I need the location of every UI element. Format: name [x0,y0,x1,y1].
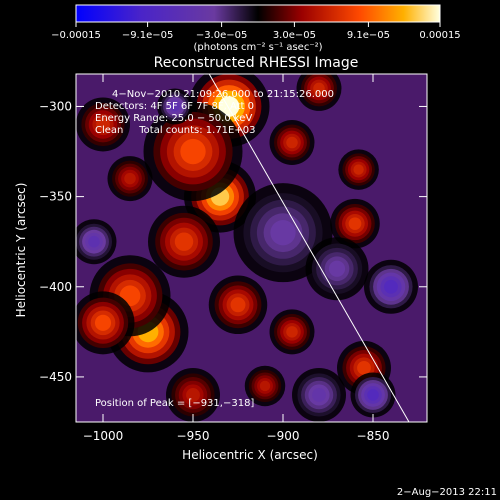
x-tick-label: −900 [267,429,300,443]
colorbar-tick-label: 0.00015 [419,30,460,41]
heatmap-blob [166,367,220,422]
y-tick-label: −350 [39,190,72,204]
annotation-box: 4−Nov−2010 21:09:26.000 to 21:15:26.000 … [95,89,334,409]
y-tick-label: −400 [39,280,72,294]
annotation-peak: Position of Peak = [−931,−318] [95,398,254,409]
colorbar-tick-label: −3.0e−05 [196,30,248,41]
heatmap-blob [107,156,153,202]
colorbar [75,4,441,23]
y-tick-label: −450 [39,370,72,384]
colorbar-tick-label: −0.00015 [51,30,101,41]
heatmap-blob [296,74,342,111]
heatmap-blob [244,365,286,407]
heatmap-blob [148,205,220,278]
heatmap-blob [233,183,333,283]
annotation-clean: Clean Total counts: 1.71E+03 [95,125,255,136]
heatmap-blob [330,198,380,249]
colorbar-unit-label: (photons cm⁻² s⁻¹ asec⁻²) [193,42,322,53]
heatmap-blob [76,291,135,355]
heatmap-blob [350,372,396,418]
heatmap-blob [208,275,268,335]
heatmap-blob [76,97,130,152]
annotation-time: 4−Nov−2010 21:09:26.000 to 21:15:26.000 [112,89,334,100]
heatmap-blob [157,88,193,125]
x-tick-label: −850 [357,429,390,443]
x-axis-label: Heliocentric X (arcsec) [182,448,318,462]
heatmap-blob [338,149,379,190]
annotation-energy: Energy Range: 25.0 − 50.0 keV [95,113,252,124]
heatmap-blob [305,237,369,301]
heatmap-blob [364,259,418,314]
heatmap-blob [269,120,315,166]
x-tick-label: −950 [177,429,210,443]
heatmap-blob [292,367,346,422]
x-tick-label: −1000 [83,429,124,443]
y-tick-label: −300 [39,99,72,113]
annotation-detectors: Detectors: 4F 5F 6F 7F 8F, Att 0 [95,101,254,112]
chart-title: Reconstructed RHESSI Image [154,55,359,71]
heatmap-blob [76,219,117,265]
heatmap-blob [269,309,315,355]
colorbar-tick-label: 9.1e−05 [347,30,390,41]
colorbar-tick-label: −9.1e−05 [122,30,174,41]
solar-limb-line [208,74,410,422]
footer-date: 2−Aug−2013 22:11 [397,487,497,498]
colorbar-tick-label: 3.0e−05 [273,30,316,41]
y-axis-label: Heliocentric Y (arcsec) [14,183,28,318]
heatmap-blob [143,102,243,202]
